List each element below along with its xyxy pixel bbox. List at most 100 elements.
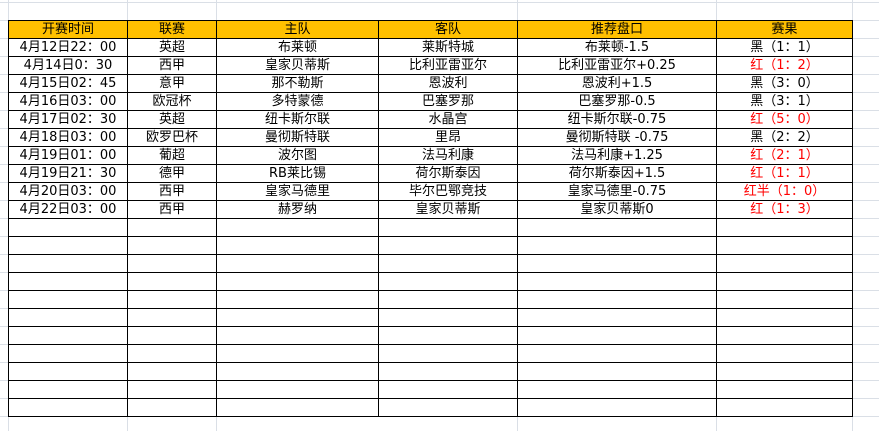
away-team-cell[interactable]: 里昂 — [378, 128, 518, 147]
empty-cell[interactable] — [127, 362, 217, 381]
pick-cell[interactable]: 皇家贝蒂斯0 — [517, 200, 717, 219]
empty-cell[interactable] — [517, 344, 717, 363]
league-cell[interactable]: 葡超 — [127, 146, 217, 165]
empty-cell[interactable] — [8, 272, 128, 291]
column-header[interactable]: 赛果 — [716, 20, 853, 39]
empty-cell[interactable] — [127, 272, 217, 291]
away-team-cell[interactable]: 恩波利 — [378, 74, 518, 93]
away-team-cell[interactable]: 巴塞罗那 — [378, 92, 518, 111]
empty-cell[interactable] — [716, 218, 853, 237]
home-team-cell[interactable]: 多特蒙德 — [216, 92, 379, 111]
empty-cell[interactable] — [216, 398, 379, 417]
league-cell[interactable]: 西甲 — [127, 56, 217, 75]
home-team-cell[interactable]: 那不勒斯 — [216, 74, 379, 93]
empty-cell[interactable] — [378, 380, 518, 399]
pick-cell[interactable]: 巴塞罗那-0.5 — [517, 92, 717, 111]
empty-cell[interactable] — [216, 326, 379, 345]
league-cell[interactable]: 德甲 — [127, 164, 217, 183]
away-team-cell[interactable]: 荷尔斯泰因 — [378, 164, 518, 183]
home-team-cell[interactable]: 布莱顿 — [216, 38, 379, 57]
empty-cell[interactable] — [8, 380, 128, 399]
empty-cell[interactable] — [216, 344, 379, 363]
empty-cell[interactable] — [8, 308, 128, 327]
empty-cell[interactable] — [8, 326, 128, 345]
time-cell[interactable]: 4月19日21：30 — [8, 164, 128, 183]
result-cell[interactable]: 红（5：0） — [716, 110, 853, 129]
empty-cell[interactable] — [517, 236, 717, 255]
empty-cell[interactable] — [716, 326, 853, 345]
empty-cell[interactable] — [517, 290, 717, 309]
empty-cell[interactable] — [127, 326, 217, 345]
away-team-cell[interactable]: 水晶宫 — [378, 110, 518, 129]
away-team-cell[interactable]: 莱斯特城 — [378, 38, 518, 57]
empty-cell[interactable] — [517, 218, 717, 237]
time-cell[interactable]: 4月12日22：00 — [8, 38, 128, 57]
time-cell[interactable]: 4月20日03：00 — [8, 182, 128, 201]
empty-cell[interactable] — [378, 398, 518, 417]
away-team-cell[interactable]: 毕尔巴鄂竞技 — [378, 182, 518, 201]
league-cell[interactable]: 欧冠杯 — [127, 92, 217, 111]
empty-cell[interactable] — [127, 398, 217, 417]
home-team-cell[interactable]: RB莱比锡 — [216, 164, 379, 183]
result-cell[interactable]: 红（1：3） — [716, 200, 853, 219]
empty-cell[interactable] — [716, 254, 853, 273]
empty-cell[interactable] — [216, 218, 379, 237]
time-cell[interactable]: 4月15日02：45 — [8, 74, 128, 93]
empty-cell[interactable] — [517, 308, 717, 327]
away-team-cell[interactable]: 皇家贝蒂斯 — [378, 200, 518, 219]
pick-cell[interactable]: 荷尔斯泰因+1.5 — [517, 164, 717, 183]
empty-cell[interactable] — [127, 254, 217, 273]
result-cell[interactable]: 红半（1：0） — [716, 182, 853, 201]
empty-cell[interactable] — [8, 398, 128, 417]
empty-cell[interactable] — [8, 344, 128, 363]
empty-cell[interactable] — [378, 326, 518, 345]
empty-cell[interactable] — [216, 254, 379, 273]
column-header[interactable]: 开赛时间 — [8, 20, 128, 39]
empty-cell[interactable] — [517, 398, 717, 417]
empty-cell[interactable] — [378, 272, 518, 291]
empty-cell[interactable] — [517, 326, 717, 345]
pick-cell[interactable]: 比利亚雷亚尔+0.25 — [517, 56, 717, 75]
column-header[interactable]: 联赛 — [127, 20, 217, 39]
empty-cell[interactable] — [127, 218, 217, 237]
empty-cell[interactable] — [8, 254, 128, 273]
home-team-cell[interactable]: 赫罗纳 — [216, 200, 379, 219]
result-cell[interactable]: 红（1：2） — [716, 56, 853, 75]
empty-cell[interactable] — [378, 254, 518, 273]
empty-cell[interactable] — [716, 308, 853, 327]
empty-cell[interactable] — [216, 380, 379, 399]
pick-cell[interactable]: 恩波利+1.5 — [517, 74, 717, 93]
league-cell[interactable]: 西甲 — [127, 182, 217, 201]
empty-cell[interactable] — [378, 236, 518, 255]
empty-cell[interactable] — [716, 290, 853, 309]
empty-cell[interactable] — [716, 398, 853, 417]
empty-cell[interactable] — [216, 236, 379, 255]
empty-cell[interactable] — [8, 290, 128, 309]
empty-cell[interactable] — [216, 308, 379, 327]
empty-cell[interactable] — [517, 254, 717, 273]
result-cell[interactable]: 黑（2：2） — [716, 128, 853, 147]
empty-cell[interactable] — [378, 308, 518, 327]
empty-cell[interactable] — [716, 362, 853, 381]
empty-cell[interactable] — [127, 236, 217, 255]
time-cell[interactable]: 4月19日01：00 — [8, 146, 128, 165]
empty-cell[interactable] — [127, 290, 217, 309]
home-team-cell[interactable]: 波尔图 — [216, 146, 379, 165]
empty-cell[interactable] — [127, 308, 217, 327]
time-cell[interactable]: 4月14日0：30 — [8, 56, 128, 75]
empty-cell[interactable] — [517, 380, 717, 399]
empty-cell[interactable] — [127, 344, 217, 363]
empty-cell[interactable] — [378, 290, 518, 309]
home-team-cell[interactable]: 皇家马德里 — [216, 182, 379, 201]
pick-cell[interactable]: 纽卡斯尔联-0.75 — [517, 110, 717, 129]
result-cell[interactable]: 黑（1：1） — [716, 38, 853, 57]
empty-cell[interactable] — [378, 344, 518, 363]
pick-cell[interactable]: 曼彻斯特联 -0.75 — [517, 128, 717, 147]
time-cell[interactable]: 4月16日03：00 — [8, 92, 128, 111]
column-header[interactable]: 推荐盘口 — [517, 20, 717, 39]
empty-cell[interactable] — [716, 236, 853, 255]
empty-cell[interactable] — [216, 272, 379, 291]
result-cell[interactable]: 红（1：1） — [716, 164, 853, 183]
league-cell[interactable]: 欧罗巴杯 — [127, 128, 217, 147]
league-cell[interactable]: 英超 — [127, 38, 217, 57]
